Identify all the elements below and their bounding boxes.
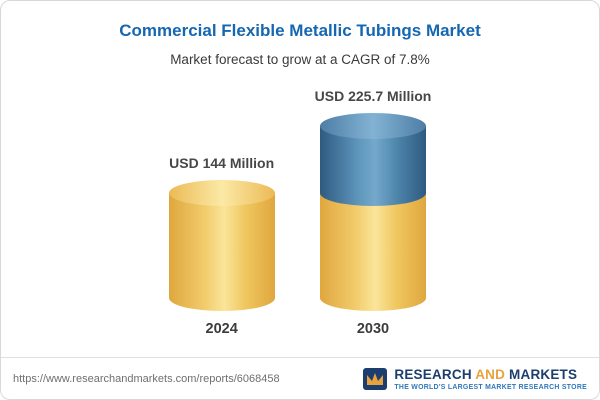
logo-word-markets: MARKETS [509, 366, 578, 382]
cylinder-2030 [319, 113, 426, 311]
bar-segment-2030-base [319, 193, 426, 311]
bar-group-2024: USD 144 Million 2024 [168, 155, 275, 337]
logo-wordmark: RESEARCH AND MARKETS [394, 367, 587, 382]
x-axis-label-2030: 2030 [356, 321, 390, 337]
chart-subtitle: Market forecast to grow at a CAGR of 7.8… [170, 52, 430, 67]
footer: https://www.researchandmarkets.com/repor… [1, 357, 599, 399]
value-label-2030: USD 225.7 Million [314, 88, 432, 104]
cylinder-2024 [168, 180, 275, 311]
logo-tagline: THE WORLD'S LARGEST MARKET RESEARCH STOR… [394, 383, 587, 391]
source-url: https://www.researchandmarkets.com/repor… [13, 372, 280, 385]
logo-shield-icon [363, 367, 388, 390]
research-and-markets-logo: RESEARCH AND MARKETS THE WORLD'S LARGEST… [363, 367, 587, 391]
bar-chart: USD 144 Million 2024 USD 225.7 Million 2… [1, 88, 599, 337]
cylinder-top-ellipse-2024 [168, 180, 275, 206]
logo-text-block: RESEARCH AND MARKETS THE WORLD'S LARGEST… [394, 367, 587, 391]
cylinder-top-ellipse-2030 [319, 113, 426, 139]
logo-word-research: RESEARCH [394, 366, 472, 382]
chart-title: Commercial Flexible Metallic Tubings Mar… [119, 21, 481, 40]
cylinder-seam-ellipse-2030 [319, 180, 426, 206]
logo-word-and: AND [475, 366, 506, 382]
x-axis-label-2024: 2024 [205, 321, 238, 337]
bar-segment-2024-base [168, 193, 275, 311]
value-label-2024: USD 144 Million [169, 155, 275, 171]
bar-group-2030: USD 225.7 Million 2030 [315, 88, 432, 337]
